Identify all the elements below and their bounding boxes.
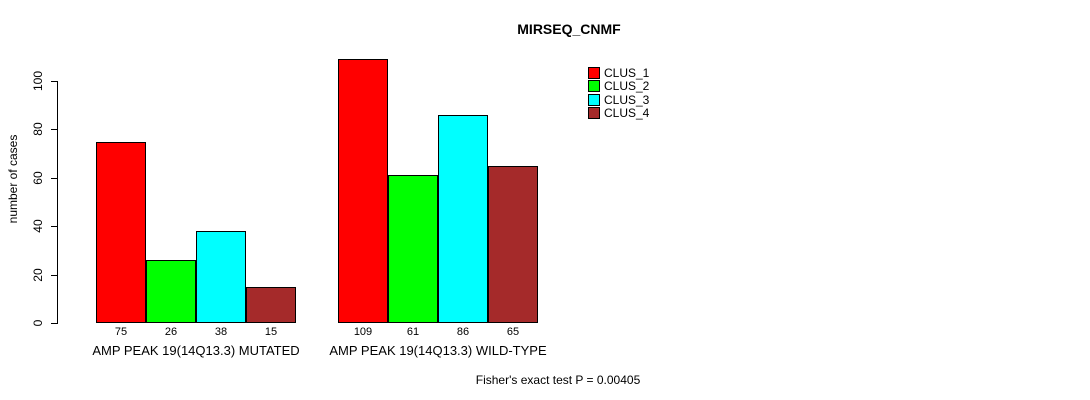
- bar-clus_2-group2: [388, 175, 438, 323]
- y-tick-mark: [51, 177, 58, 179]
- legend-swatch-clus_3: [588, 93, 600, 106]
- y-tick-mark: [51, 81, 58, 82]
- y-tick-mark: [51, 226, 58, 228]
- bar-value-label: 26: [164, 326, 178, 338]
- y-tick-label: 60: [31, 171, 45, 185]
- x-category-label: AMP PEAK 19(14Q13.3) MUTATED: [92, 343, 300, 358]
- bar-value-label: 61: [406, 326, 420, 338]
- bar-value-label: 65: [506, 326, 520, 338]
- legend-label-clus_3: CLUS_3: [604, 92, 650, 107]
- y-tick-label: 100: [31, 70, 45, 92]
- bar-clus_1-group1: [96, 141, 146, 323]
- legend-label-clus_2: CLUS_2: [604, 79, 650, 94]
- legend-swatch-clus_4: [588, 107, 600, 120]
- legend-label-clus_4: CLUS_4: [604, 106, 650, 121]
- bar-value-label: 15: [264, 326, 278, 338]
- y-axis-line: [57, 81, 58, 323]
- chart-title: MIRSEQ_CNMF: [517, 21, 621, 37]
- legend-swatch-clus_1: [588, 67, 600, 79]
- bar-value-label: 109: [353, 326, 373, 338]
- bar-value-label: 75: [114, 326, 128, 338]
- y-tick-mark: [51, 323, 58, 324]
- y-axis-label: number of cases: [6, 134, 20, 224]
- y-tick-mark: [51, 129, 58, 131]
- y-tick-label: 80: [31, 122, 45, 137]
- bar-clus_3-group1: [196, 231, 246, 323]
- x-category-label: AMP PEAK 19(14Q13.3) WILD-TYPE: [329, 343, 547, 358]
- legend-label-clus_1: CLUS_1: [604, 66, 650, 80]
- fisher-test-note: Fisher's exact test P = 0.00405: [475, 373, 641, 387]
- legend-swatch-clus_2: [588, 80, 600, 93]
- bar-value-label: 38: [214, 326, 228, 338]
- bar-clus_1-group2: [338, 59, 388, 323]
- bar-clus_4-group2: [488, 165, 538, 323]
- bar-value-label: 86: [456, 326, 470, 338]
- bar-clus_3-group2: [438, 114, 488, 323]
- bar-clus_2-group1: [146, 260, 196, 323]
- y-tick-label: 0: [31, 319, 45, 327]
- y-tick-mark: [51, 274, 58, 276]
- y-tick-label: 40: [31, 219, 45, 233]
- y-tick-label: 20: [31, 267, 45, 282]
- bar-clus_4-group1: [246, 286, 296, 323]
